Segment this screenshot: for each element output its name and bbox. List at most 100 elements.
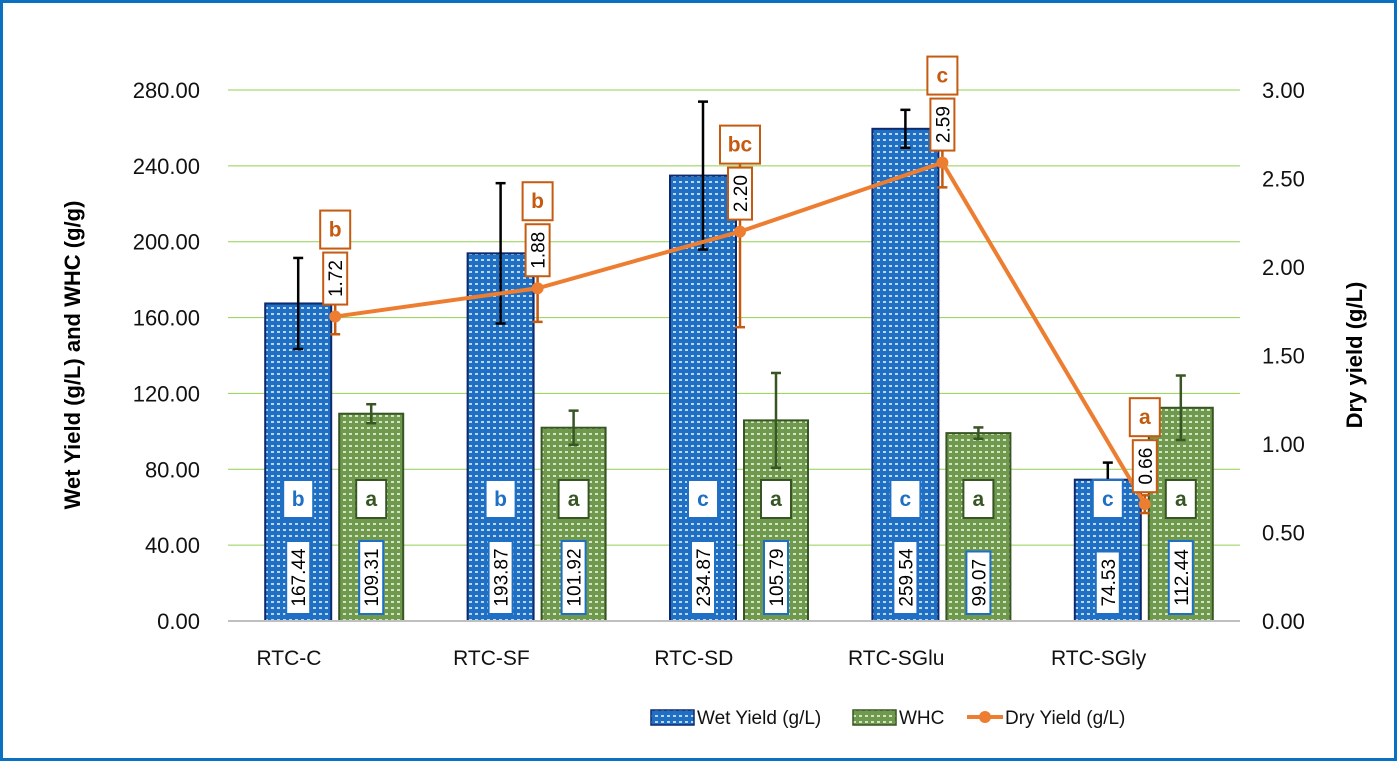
letter-label-whc: a xyxy=(568,488,580,511)
data-label-dry-yield: 1.88 xyxy=(529,232,550,269)
data-label-whc-group: 105.79 xyxy=(763,540,789,615)
letter-label-wet-yield: c xyxy=(900,488,912,511)
right-tick-label: 1.50 xyxy=(1262,344,1305,369)
category-label: RTC-SGlu xyxy=(848,647,944,670)
letter-label-whc: a xyxy=(365,488,377,511)
category-label: RTC-SGly xyxy=(1051,647,1147,670)
data-label-wet-yield-box xyxy=(892,540,919,615)
left-axis-ticks: 0.00 40.00 80.00 120.00 160.00 200.00 240.00 28… xyxy=(133,78,200,634)
letter-label-dry-yield-box xyxy=(926,55,959,96)
data-label-whc-box xyxy=(560,540,587,615)
letter-label-dry-yield-group: b xyxy=(319,209,352,250)
data-label-whc-box xyxy=(763,540,789,615)
letter-label-whc-group: a xyxy=(962,479,995,519)
letter-label-whc-group: a xyxy=(760,479,792,519)
legend-label-wet-yield: Wet Yield (g/L) xyxy=(697,708,821,729)
legend: Wet Yield (g/L) WHC Dry Yield (g/L) xyxy=(650,708,1125,729)
data-label-wet-yield: 167.44 xyxy=(289,548,310,607)
left-tick-label: 80.00 xyxy=(145,457,200,482)
letter-label-wet-yield: b xyxy=(494,488,507,511)
right-tick-label: 2.00 xyxy=(1262,255,1305,280)
data-label-whc-group: 109.31 xyxy=(358,540,385,615)
letter-label-wet-yield-group: c xyxy=(687,479,719,519)
data-label-dry-yield: 1.72 xyxy=(326,260,347,297)
dry-yield-point xyxy=(329,310,342,323)
letter-label-wet-yield-group: c xyxy=(1091,479,1124,519)
left-tick-label: 200.00 xyxy=(133,230,200,255)
left-axis-title: Wet Yield (g/L) and WHC (g/g) xyxy=(60,201,85,510)
letter-label-wet-yield-group: c xyxy=(889,479,922,519)
data-label-dry-yield-box xyxy=(322,251,349,306)
letter-label-whc-box xyxy=(1164,479,1197,519)
letter-label-whc: a xyxy=(1175,488,1187,511)
data-label-dry-yield-box xyxy=(524,223,551,278)
letter-label-whc-group: a xyxy=(557,479,590,519)
letter-label-whc-box xyxy=(355,479,388,519)
data-label-dry-yield-group: 1.88 xyxy=(524,223,551,278)
category-label: RTC-SD xyxy=(654,647,733,670)
letter-label-wet-yield: c xyxy=(1102,488,1114,511)
data-label-dry-yield-box xyxy=(1131,439,1158,494)
dry-yield-point xyxy=(1138,498,1151,511)
letter-label-dry-yield-box xyxy=(521,181,554,222)
data-label-wet-yield-box xyxy=(487,540,514,615)
letter-label-wet-yield-box xyxy=(687,479,719,519)
letter-label-wet-yield: b xyxy=(292,488,305,511)
letter-label-dry-yield-box xyxy=(719,124,761,165)
letter-label-dry-yield-group: a xyxy=(1128,397,1161,438)
data-label-whc: 109.31 xyxy=(362,548,383,606)
letter-label-whc-group: a xyxy=(355,479,388,519)
data-label-whc: 112.44 xyxy=(1172,549,1193,606)
letter-label-dry-yield-box xyxy=(1128,397,1161,438)
data-label-wet-yield: 234.87 xyxy=(694,548,715,606)
data-labels: 167.44 109.31 b a 193.87 101.92 b a 234.87 105.79… xyxy=(282,55,1197,615)
letter-label-wet-yield-box xyxy=(484,479,517,519)
data-label-whc-group: 99.07 xyxy=(965,550,992,615)
data-label-whc-box xyxy=(358,540,385,615)
legend-label-dry-yield: Dry Yield (g/L) xyxy=(1005,708,1125,729)
error-bars xyxy=(293,100,1186,515)
letter-label-dry-yield: a xyxy=(1139,406,1151,429)
letter-label-whc-box xyxy=(760,479,792,519)
letter-label-dry-yield: b xyxy=(531,190,544,213)
category-label: RTC-C xyxy=(257,647,322,670)
data-label-dry-yield-group: 2.59 xyxy=(929,97,956,152)
data-label-whc-box xyxy=(1167,540,1194,615)
letter-label-whc-box xyxy=(557,479,590,519)
letter-label-wet-yield-group: b xyxy=(282,479,315,519)
category-labels: RTC-C RTC-SF RTC-SD RTC-SGlu RTC-SGly xyxy=(257,647,1147,670)
letter-label-whc-box xyxy=(962,479,995,519)
legend-label-whc: WHC xyxy=(899,708,944,729)
data-label-dry-yield-group: 0.66 xyxy=(1131,439,1158,494)
letter-label-wet-yield-box xyxy=(282,479,315,519)
right-axis-title: Dry yield (g/L) xyxy=(1342,282,1367,429)
right-tick-label: 3.00 xyxy=(1262,78,1305,103)
right-tick-label: 1.00 xyxy=(1262,432,1305,457)
letter-label-dry-yield-group: c xyxy=(926,55,959,96)
data-label-wet-yield-group: 167.44 xyxy=(285,540,312,615)
data-label-dry-yield: 0.66 xyxy=(1136,448,1157,485)
data-label-wet-yield: 259.54 xyxy=(896,548,917,607)
dry-yield-point xyxy=(531,282,544,295)
letter-label-wet-yield-group: b xyxy=(484,479,517,519)
data-label-whc-group: 112.44 xyxy=(1167,540,1194,615)
data-label-dry-yield: 2.59 xyxy=(933,106,954,143)
dry-yield-point xyxy=(936,156,949,169)
letter-label-dry-yield: bc xyxy=(728,134,753,157)
letter-label-whc: a xyxy=(973,488,985,511)
data-label-dry-yield-group: 2.20 xyxy=(727,166,753,221)
data-label-wet-yield-group: 193.87 xyxy=(487,540,514,615)
bar-wet-yield xyxy=(871,127,940,622)
data-label-dry-yield-group: 1.72 xyxy=(322,251,349,306)
letter-label-dry-yield: b xyxy=(329,219,342,242)
left-tick-label: 120.00 xyxy=(133,381,200,406)
data-label-whc-box xyxy=(965,550,992,615)
left-tick-label: 160.00 xyxy=(133,306,200,331)
left-tick-label: 240.00 xyxy=(133,154,200,179)
right-axis-ticks: 0.00 0.50 1.00 1.50 2.00 2.50 3.00 xyxy=(1262,78,1305,634)
data-label-dry-yield: 2.20 xyxy=(731,175,752,212)
right-tick-label: 2.50 xyxy=(1262,167,1305,192)
data-label-whc: 99.07 xyxy=(969,559,990,607)
data-label-dry-yield-box xyxy=(727,166,753,221)
letter-label-wet-yield: c xyxy=(697,488,709,511)
